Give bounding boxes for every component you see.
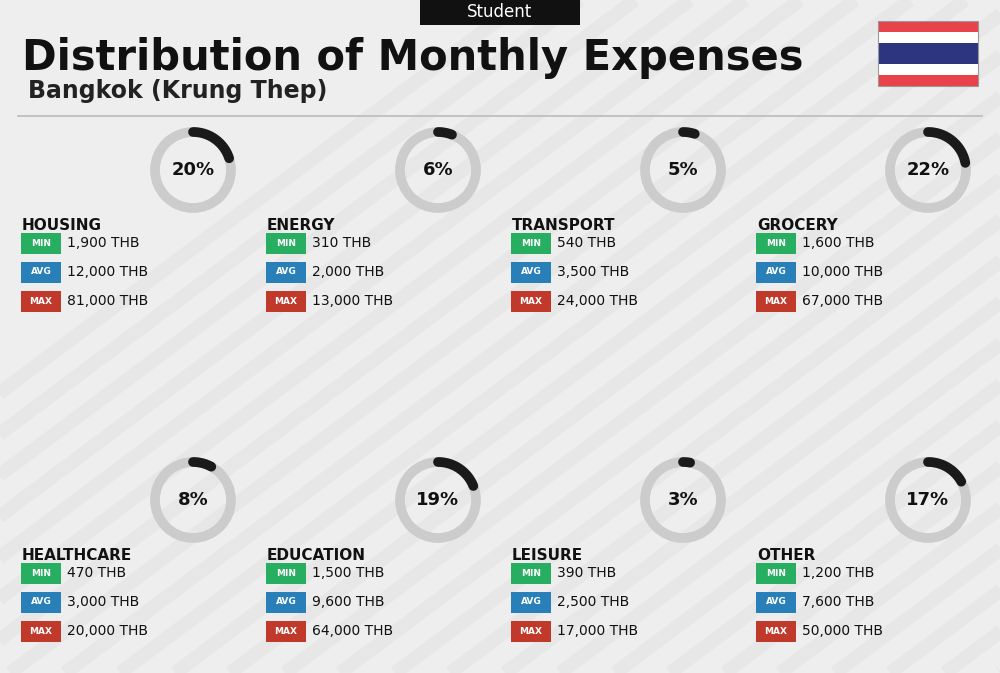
Text: 67,000 THB: 67,000 THB xyxy=(802,294,883,308)
Text: MAX: MAX xyxy=(765,627,788,635)
Text: MAX: MAX xyxy=(30,627,52,635)
Text: ENERGY: ENERGY xyxy=(267,218,336,233)
Text: AVG: AVG xyxy=(766,598,786,606)
Text: 9,600 THB: 9,600 THB xyxy=(312,595,384,609)
Text: MIN: MIN xyxy=(521,569,541,577)
Text: MAX: MAX xyxy=(274,297,298,306)
Text: 20%: 20% xyxy=(171,161,215,179)
FancyBboxPatch shape xyxy=(420,0,580,25)
Text: 7,600 THB: 7,600 THB xyxy=(802,595,874,609)
Text: AVG: AVG xyxy=(276,267,296,277)
Text: EDUCATION: EDUCATION xyxy=(267,548,366,563)
FancyBboxPatch shape xyxy=(878,21,978,32)
Text: MIN: MIN xyxy=(766,569,786,577)
Text: AVG: AVG xyxy=(276,598,296,606)
Text: MIN: MIN xyxy=(766,238,786,248)
FancyBboxPatch shape xyxy=(511,291,551,312)
FancyBboxPatch shape xyxy=(756,291,796,312)
Text: HOUSING: HOUSING xyxy=(22,218,102,233)
FancyBboxPatch shape xyxy=(266,592,306,612)
Text: 2,000 THB: 2,000 THB xyxy=(312,265,384,279)
FancyBboxPatch shape xyxy=(878,32,978,42)
FancyBboxPatch shape xyxy=(21,592,61,612)
Text: 3,500 THB: 3,500 THB xyxy=(557,265,629,279)
Text: 12,000 THB: 12,000 THB xyxy=(67,265,148,279)
FancyBboxPatch shape xyxy=(21,232,61,254)
Text: 1,200 THB: 1,200 THB xyxy=(802,566,874,580)
FancyBboxPatch shape xyxy=(21,262,61,283)
Text: 81,000 THB: 81,000 THB xyxy=(67,294,148,308)
Text: MAX: MAX xyxy=(520,297,542,306)
Text: 22%: 22% xyxy=(906,161,950,179)
FancyBboxPatch shape xyxy=(878,42,978,65)
FancyBboxPatch shape xyxy=(878,75,978,86)
Text: AVG: AVG xyxy=(31,267,51,277)
Text: AVG: AVG xyxy=(31,598,51,606)
FancyBboxPatch shape xyxy=(756,621,796,641)
Text: 2,500 THB: 2,500 THB xyxy=(557,595,629,609)
Text: MAX: MAX xyxy=(274,627,298,635)
Text: 3%: 3% xyxy=(668,491,698,509)
Text: AVG: AVG xyxy=(521,267,541,277)
FancyBboxPatch shape xyxy=(756,563,796,583)
Text: MIN: MIN xyxy=(31,238,51,248)
Text: 1,600 THB: 1,600 THB xyxy=(802,236,874,250)
Text: AVG: AVG xyxy=(766,267,786,277)
FancyBboxPatch shape xyxy=(266,232,306,254)
Text: 470 THB: 470 THB xyxy=(67,566,126,580)
FancyBboxPatch shape xyxy=(511,592,551,612)
Text: GROCERY: GROCERY xyxy=(757,218,838,233)
FancyBboxPatch shape xyxy=(21,621,61,641)
Text: 3,000 THB: 3,000 THB xyxy=(67,595,139,609)
Text: MAX: MAX xyxy=(520,627,542,635)
FancyBboxPatch shape xyxy=(511,262,551,283)
FancyBboxPatch shape xyxy=(266,262,306,283)
FancyBboxPatch shape xyxy=(21,563,61,583)
FancyBboxPatch shape xyxy=(511,232,551,254)
Text: Distribution of Monthly Expenses: Distribution of Monthly Expenses xyxy=(22,37,804,79)
Text: 10,000 THB: 10,000 THB xyxy=(802,265,883,279)
Text: 540 THB: 540 THB xyxy=(557,236,616,250)
Text: MIN: MIN xyxy=(276,569,296,577)
Text: MIN: MIN xyxy=(276,238,296,248)
FancyBboxPatch shape xyxy=(511,621,551,641)
Text: MAX: MAX xyxy=(765,297,788,306)
Text: LEISURE: LEISURE xyxy=(512,548,583,563)
Text: 17,000 THB: 17,000 THB xyxy=(557,624,638,638)
FancyBboxPatch shape xyxy=(756,262,796,283)
FancyBboxPatch shape xyxy=(878,65,978,75)
Text: Bangkok (Krung Thep): Bangkok (Krung Thep) xyxy=(28,79,327,103)
Text: 13,000 THB: 13,000 THB xyxy=(312,294,393,308)
Text: 64,000 THB: 64,000 THB xyxy=(312,624,393,638)
Text: OTHER: OTHER xyxy=(757,548,815,563)
Text: MIN: MIN xyxy=(31,569,51,577)
FancyBboxPatch shape xyxy=(266,291,306,312)
Text: 1,900 THB: 1,900 THB xyxy=(67,236,140,250)
FancyBboxPatch shape xyxy=(266,621,306,641)
Text: TRANSPORT: TRANSPORT xyxy=(512,218,616,233)
FancyBboxPatch shape xyxy=(511,563,551,583)
Text: 5%: 5% xyxy=(668,161,698,179)
Text: 24,000 THB: 24,000 THB xyxy=(557,294,638,308)
Text: MIN: MIN xyxy=(521,238,541,248)
FancyBboxPatch shape xyxy=(266,563,306,583)
Text: 19%: 19% xyxy=(416,491,460,509)
Text: 390 THB: 390 THB xyxy=(557,566,616,580)
Text: 310 THB: 310 THB xyxy=(312,236,371,250)
Text: 6%: 6% xyxy=(423,161,453,179)
Text: Student: Student xyxy=(467,3,533,21)
Text: 50,000 THB: 50,000 THB xyxy=(802,624,883,638)
FancyBboxPatch shape xyxy=(756,232,796,254)
Text: 8%: 8% xyxy=(178,491,208,509)
Text: 20,000 THB: 20,000 THB xyxy=(67,624,148,638)
Text: 1,500 THB: 1,500 THB xyxy=(312,566,384,580)
FancyBboxPatch shape xyxy=(756,592,796,612)
Text: 17%: 17% xyxy=(906,491,950,509)
Text: MAX: MAX xyxy=(30,297,52,306)
Text: AVG: AVG xyxy=(521,598,541,606)
Text: HEALTHCARE: HEALTHCARE xyxy=(22,548,132,563)
FancyBboxPatch shape xyxy=(21,291,61,312)
